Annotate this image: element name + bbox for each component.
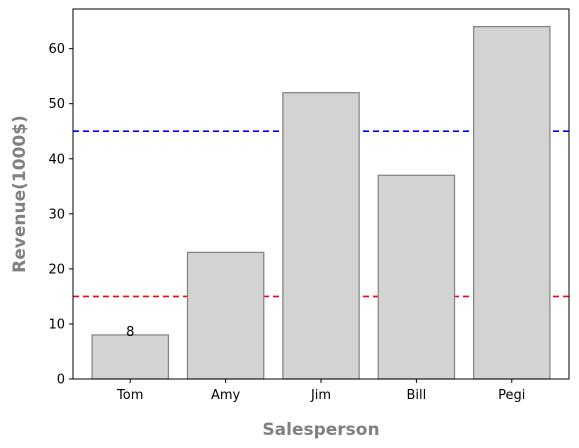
y-tick-label: 40 xyxy=(48,152,65,167)
data-label-tom: 8 xyxy=(126,325,134,340)
y-axis: 0 10 20 30 40 50 60 xyxy=(48,42,73,388)
y-axis-title: Revenue(1000$) xyxy=(10,115,30,273)
x-axis-title: Salesperson xyxy=(262,420,379,440)
bar-pegi xyxy=(473,26,551,380)
x-axis: Tom Amy Jim Bill Pegi xyxy=(116,379,525,403)
y-tick-label: 30 xyxy=(48,207,65,222)
bar-tom xyxy=(91,334,169,380)
data-labels: 8 xyxy=(126,325,134,340)
x-tick-label: Pegi xyxy=(498,388,525,403)
y-tick-label: 50 xyxy=(48,97,65,112)
y-tick-label: 20 xyxy=(48,262,65,277)
x-tick-label: Tom xyxy=(116,388,143,403)
y-tick-label: 10 xyxy=(48,317,65,332)
bar-jim xyxy=(282,92,360,380)
y-tick-label: 60 xyxy=(48,42,65,57)
plot-frame xyxy=(72,8,570,380)
y-tick-label: 0 xyxy=(57,373,65,388)
bars xyxy=(91,26,551,380)
x-tick-label: Jim xyxy=(310,388,331,403)
x-tick-label: Amy xyxy=(211,388,241,403)
bar-bill xyxy=(377,174,456,380)
bar-amy xyxy=(186,251,265,380)
x-tick-label: Bill xyxy=(407,388,427,403)
